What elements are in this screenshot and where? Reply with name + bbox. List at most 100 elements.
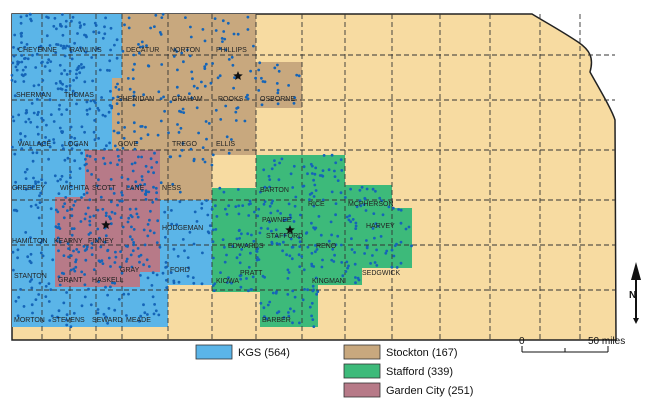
well-dot	[25, 111, 29, 114]
well-dot	[57, 222, 61, 226]
well-dot	[57, 192, 61, 196]
well-dot	[36, 113, 39, 116]
county-label: HAMILTON	[12, 238, 48, 245]
north-arrow: N	[629, 262, 641, 324]
well-dot	[230, 55, 234, 59]
well-dot	[258, 61, 262, 65]
well-dot	[238, 236, 242, 240]
well-dot	[73, 269, 77, 273]
stockton-region	[112, 14, 302, 200]
well-dot	[47, 157, 50, 161]
well-dot	[86, 112, 89, 116]
well-dot	[191, 276, 195, 279]
well-dot	[188, 230, 192, 234]
well-dot	[268, 185, 271, 189]
well-dot	[60, 113, 64, 116]
well-dot	[44, 181, 47, 185]
well-dot	[268, 204, 272, 208]
well-dot	[120, 271, 124, 275]
county-label: SCOTT	[92, 185, 116, 192]
well-dot	[61, 130, 64, 134]
well-dot	[47, 282, 51, 285]
well-dot	[301, 185, 305, 188]
well-dot	[160, 63, 164, 66]
well-dot	[286, 277, 290, 280]
well-dot	[104, 285, 107, 289]
well-dot	[220, 37, 224, 40]
well-dot	[49, 207, 53, 211]
well-dot	[84, 157, 87, 161]
well-dot	[146, 313, 149, 316]
well-dot	[100, 96, 103, 99]
well-dot	[262, 202, 266, 206]
well-dot	[19, 15, 23, 19]
well-dot	[49, 60, 53, 63]
well-dot	[127, 185, 130, 189]
well-dot	[374, 222, 378, 226]
well-dot	[363, 252, 366, 255]
well-dot	[373, 261, 377, 264]
well-dot	[68, 84, 72, 88]
well-dot	[223, 260, 227, 264]
county-labels: CHEYENNE RAWLINS DECATUR NORTON PHILLIPS SHER…	[12, 47, 400, 324]
well-dot	[11, 145, 14, 149]
well-dot	[354, 281, 357, 285]
well-dot	[391, 206, 395, 210]
county-label: ROOKS	[218, 96, 244, 103]
well-dot	[286, 268, 290, 272]
well-dot	[205, 199, 208, 202]
well-dot	[150, 284, 154, 287]
well-dot	[213, 282, 217, 285]
well-dot	[146, 276, 150, 280]
well-dot	[116, 95, 120, 99]
well-dot	[186, 48, 189, 52]
well-dot	[12, 268, 15, 272]
well-dot	[102, 156, 105, 160]
well-dot	[29, 186, 33, 190]
well-dot	[310, 314, 313, 318]
well-dot	[172, 279, 176, 283]
well-dot	[363, 196, 367, 200]
county-label: RICE	[308, 201, 325, 208]
well-dot	[203, 160, 207, 164]
well-dot	[314, 189, 318, 192]
well-dot	[201, 28, 205, 31]
well-dot	[128, 207, 132, 211]
well-dot	[132, 241, 136, 244]
well-dot	[247, 289, 250, 293]
well-dot	[178, 200, 182, 204]
well-dot	[72, 227, 76, 231]
well-dot	[331, 247, 335, 251]
well-dot	[62, 301, 66, 305]
well-dot	[285, 253, 288, 257]
stockton-office-star-icon	[233, 71, 243, 80]
well-dot	[236, 106, 240, 109]
county-label: KINGMAN	[312, 278, 345, 285]
well-dot	[330, 190, 334, 194]
legend-swatch	[343, 382, 381, 398]
well-dot	[159, 97, 163, 100]
well-dot	[70, 227, 74, 231]
well-dot	[88, 155, 92, 158]
well-dot	[145, 44, 148, 48]
well-dot	[136, 215, 140, 219]
well-dot	[186, 274, 190, 278]
well-dot	[330, 233, 333, 237]
well-dot	[246, 93, 249, 97]
well-dot	[45, 123, 48, 127]
well-dot	[208, 224, 212, 228]
well-dot	[390, 265, 394, 269]
well-dot	[29, 13, 32, 16]
well-dot	[36, 206, 40, 210]
county-label: GREELEY	[12, 185, 45, 192]
well-dot	[92, 99, 96, 103]
well-dot	[257, 68, 261, 72]
well-dot	[193, 210, 197, 214]
well-dot	[292, 220, 296, 223]
well-dot	[176, 123, 179, 126]
well-dot	[111, 281, 114, 285]
well-dot	[63, 54, 67, 58]
well-dot	[209, 81, 213, 85]
well-dot	[261, 80, 265, 83]
well-dot	[278, 242, 281, 246]
